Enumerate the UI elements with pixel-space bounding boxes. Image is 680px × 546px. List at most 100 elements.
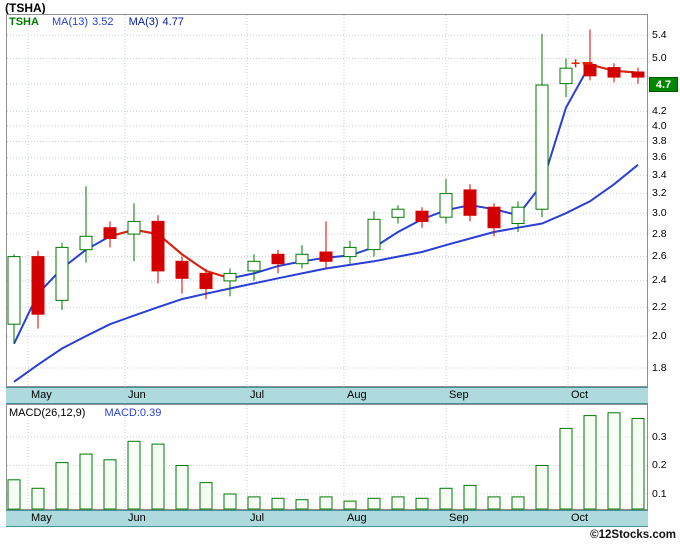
candle-body [415, 210, 429, 222]
month-label: May [31, 389, 52, 401]
ma13-line [13, 164, 639, 383]
axis-label: 4.2 [652, 105, 667, 117]
month-label: Jun [128, 389, 146, 401]
candle-body [79, 235, 93, 251]
macd-bar [343, 500, 357, 510]
macd-bar [199, 482, 213, 510]
ma3-line-red [109, 228, 231, 280]
month-label: Oct [571, 512, 589, 524]
candle-body [559, 67, 573, 85]
pane-borders [6, 14, 648, 510]
macd-bar [103, 459, 117, 510]
macd-label: MACD(26,12,9) [9, 407, 86, 419]
candle-body [199, 272, 213, 290]
ma3-line [13, 63, 639, 345]
candle-body [175, 260, 189, 279]
macd-bar [415, 497, 429, 510]
month-label: Aug [347, 389, 367, 401]
axis-label: 2.8 [652, 228, 667, 240]
axis-label: 3.4 [652, 169, 667, 181]
axis-label: 5.0 [652, 52, 667, 64]
candle-body [631, 71, 645, 78]
macd-bar [151, 443, 165, 510]
candle-body [583, 64, 597, 77]
candlesticks [7, 29, 645, 344]
candle-body [535, 84, 549, 210]
candle-body [367, 218, 381, 251]
site-credit[interactable]: ©12Stocks.com [590, 529, 676, 541]
axis-label: 0.1 [652, 488, 667, 500]
macd-bar [31, 487, 45, 510]
candle-body [31, 256, 45, 315]
macd-bar [607, 412, 621, 510]
macd-bar [271, 497, 285, 510]
macd-bar [79, 453, 93, 510]
axis-label: 2.0 [652, 330, 667, 342]
candle-body [271, 253, 285, 265]
price-legend: TSHA MA(13) 3.52 MA(3) 4.77 [9, 16, 184, 28]
macd-bar [511, 496, 525, 510]
axis-label: 3.0 [652, 207, 667, 219]
month-label: Jul [250, 512, 265, 524]
candle-body [511, 206, 525, 224]
doji-marker [571, 59, 593, 68]
macd-bar [583, 415, 597, 510]
month-axis-top: May Jun Jul Aug Sep Oct [6, 387, 648, 404]
macd-bar [247, 496, 261, 510]
axis-label: 0.3 [652, 431, 667, 443]
macd-bar [55, 462, 69, 510]
macd-legend: MACD(26,12,9) MACD:0.39 [9, 407, 161, 419]
gridlines [7, 15, 647, 508]
axis-label: 2.6 [652, 250, 667, 262]
candle-body [55, 246, 69, 301]
candle-body [223, 272, 237, 282]
macd-bar [7, 479, 21, 510]
axis-label: 3.6 [652, 151, 667, 163]
candle-body [463, 189, 477, 216]
axis-label: 2.4 [652, 274, 667, 286]
macd-bar [487, 496, 501, 510]
legend-ma13-value: 3.52 [92, 16, 114, 28]
macd-bar [535, 465, 549, 510]
macd-bar [175, 465, 189, 510]
month-label: Jun [128, 512, 146, 524]
candle-body [607, 67, 621, 78]
moving-averages [13, 63, 639, 383]
macd-bar [463, 484, 477, 510]
macd-value: MACD:0.39 [104, 407, 162, 419]
candle-body [7, 256, 21, 325]
candle-body [247, 260, 261, 272]
macd-bar [631, 418, 645, 510]
axis-label: 0.2 [652, 459, 667, 471]
legend-ma3-value: 4.77 [162, 16, 184, 28]
candle-body [343, 246, 357, 258]
month-label: Sep [449, 512, 469, 524]
axis-label: 5.4 [652, 29, 667, 41]
legend-ma3: MA(3) 4.77 [128, 16, 184, 28]
axis-label: 3.2 [652, 187, 667, 199]
ma3-line-red [589, 63, 639, 74]
month-label: Oct [571, 389, 589, 401]
macd-bar [391, 496, 405, 510]
axis-label: 3.8 [652, 135, 667, 147]
candle-body [151, 220, 165, 272]
candle-body [103, 227, 117, 239]
macd-bar [439, 487, 453, 510]
ticker-title: (TSHA) [5, 1, 46, 15]
candle-body [439, 193, 453, 218]
candle-body [127, 220, 141, 235]
macd-bar [223, 493, 237, 510]
month-label: May [31, 512, 52, 524]
month-label: Jul [250, 389, 265, 401]
candle-body [391, 208, 405, 218]
month-axis-bottom: May Jun Jul Aug Sep Oct [6, 510, 648, 527]
axis-label: 4.0 [652, 120, 667, 132]
macd-histogram [7, 412, 645, 510]
macd-bar [367, 497, 381, 510]
axis-label: 1.8 [652, 362, 667, 374]
macd-bar [319, 496, 333, 510]
month-label: Sep [449, 389, 469, 401]
macd-bar [295, 499, 309, 510]
month-label: Aug [347, 512, 367, 524]
